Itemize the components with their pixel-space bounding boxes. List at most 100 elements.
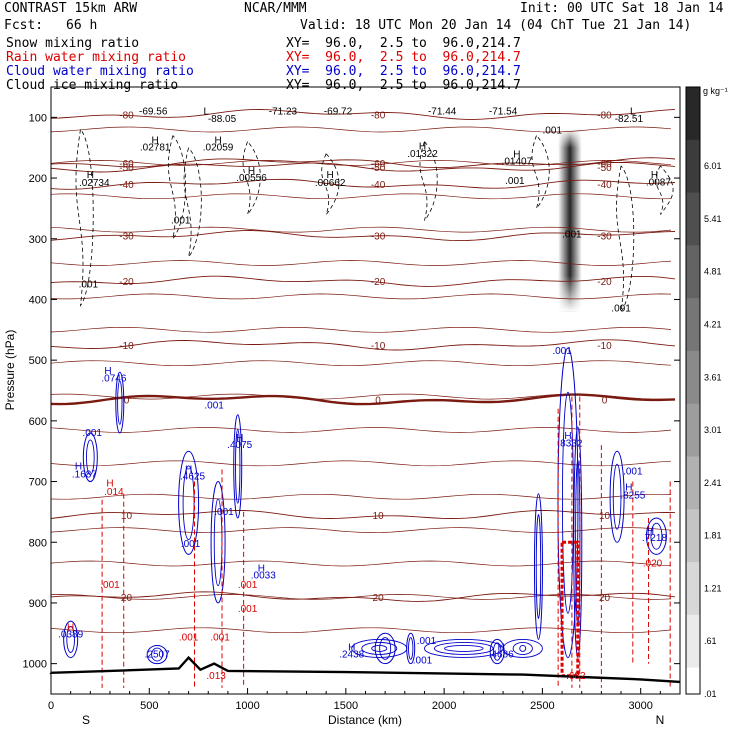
contour-annotation: .2507 (145, 650, 170, 661)
isotherm-line (50, 161, 676, 173)
isotherm-line (50, 230, 676, 242)
y-tick-label: 600 (29, 416, 47, 428)
isotherm-line (50, 510, 676, 519)
isotherm-label: -10 (371, 341, 386, 352)
isotherm-label: -30 (371, 232, 386, 243)
isotherm-line-minor (50, 527, 672, 533)
cloud-water-contour (178, 450, 200, 555)
isotherm-line (50, 157, 676, 169)
isotherm-label: -50 (597, 163, 612, 174)
y-tick-label: 900 (29, 598, 47, 610)
isotherm-line-minor (50, 560, 672, 567)
cloud-water-band (512, 642, 533, 655)
field-name-cloudice: Cloud ice mixing ratio (6, 78, 179, 93)
colorbar-label: 1.81 (704, 531, 722, 541)
isotherm-label: -10 (119, 341, 134, 352)
colorbar-swatch (686, 509, 700, 563)
y-tick-label: 700 (29, 477, 47, 489)
colorbar-label: 2.41 (704, 478, 722, 488)
x-tick-label: 1000 (235, 700, 259, 712)
colorbar-frame (685, 86, 701, 695)
extremum-marker: L (630, 106, 636, 117)
cloud-water-contour-inner (650, 522, 663, 550)
contour-annotation: .8255 (620, 491, 645, 502)
isotherm-label: 0 (602, 396, 608, 407)
cloud-water-band (351, 639, 408, 658)
cloud-ice-contour (616, 165, 635, 313)
isotherm-label: -80 (119, 110, 134, 121)
cloud-water-contour (210, 481, 226, 604)
colorbar-swatch (686, 403, 700, 457)
isotherm-line (50, 108, 676, 120)
y-tick-label: 300 (29, 234, 47, 246)
field-name-snow: Snow mixing ratio (6, 36, 140, 51)
cloud-water-contour (233, 414, 243, 519)
isotherm-label: -20 (597, 277, 612, 288)
contour-annotation: .00556 (236, 173, 267, 184)
contour-annotation: .02059 (203, 143, 234, 154)
y-axis-label: Pressure (hPa) (3, 330, 17, 411)
contour-annotation: .4686 (489, 650, 514, 661)
x-tick-label: 0 (48, 700, 54, 712)
y-tick-label: 400 (29, 294, 47, 306)
x-tick-label: 2000 (432, 700, 456, 712)
colorbar-label: 5.41 (704, 214, 722, 224)
isotherm-label: 0 (375, 396, 381, 407)
cloud-ice-contour (242, 141, 261, 215)
contour-annotation: .001 (611, 304, 631, 315)
isotherm-label: -60 (119, 159, 134, 170)
cloud-water-contour-inner (117, 380, 123, 425)
cloud-water-contour-inner (235, 429, 241, 504)
cloud-water-band (434, 642, 494, 655)
colorbar-label: 1.21 (704, 583, 722, 593)
contour-annotation: -69.72 (324, 106, 353, 117)
cloud-water-contour-inner (66, 625, 75, 653)
extremum-marker: H (651, 170, 658, 181)
isotherm-label: 20 (599, 593, 611, 604)
isotherm-label: -40 (119, 180, 134, 191)
contour-annotation: .001 (238, 604, 258, 615)
contour-annotation: .001 (417, 636, 437, 647)
contour-annotation: .001 (179, 633, 199, 644)
extremum-marker: H (348, 642, 355, 653)
plot-area: -80 -80 -80-60 -60 -60-50 -50 -50-40 -40 -40-30-… (23, 86, 681, 712)
fcst-label: Fcst: (4, 18, 44, 33)
contour-annotation: .001 (562, 230, 582, 241)
contour-annotation: .013 (206, 671, 226, 682)
isotherm-label: -10 (597, 341, 612, 352)
isotherm-label: -50 (371, 163, 386, 174)
contour-annotation: .0389 (58, 630, 83, 641)
cloud-water-contour-inner (612, 463, 622, 530)
contour-annotation: .7218 (642, 533, 667, 544)
isotherm-line-minor (50, 627, 672, 634)
colorbar-label: .01 (704, 689, 717, 699)
colorbar-swatch (686, 456, 700, 510)
contour-annotation: .001 (214, 507, 234, 518)
contour-annotation: .02734 (79, 178, 110, 189)
extremum-marker: H (87, 170, 94, 181)
field-name-rain: Rain water mixing ratio (6, 50, 187, 65)
isotherm-line-minor (50, 427, 672, 433)
snow-shading-fade (557, 129, 583, 312)
isotherm-line-minor (50, 293, 672, 300)
y-tick-label: 1000 (23, 659, 47, 671)
isotherm-label: -80 (371, 110, 386, 121)
cloud-ice-contour (531, 135, 550, 209)
y-tick-label: 200 (29, 173, 47, 185)
cloud-water-contour (115, 371, 125, 434)
colorbar-label: 3.61 (704, 372, 722, 382)
cloud-water-contour (533, 493, 543, 640)
x-axis-label: Distance (km) (328, 713, 402, 727)
extremum-marker: H (67, 622, 74, 633)
cloud-water-contour-inner (151, 647, 164, 662)
isotherm-label: -30 (597, 232, 612, 243)
contour-annotation: .001 (552, 346, 572, 357)
field-xy-cloudice: XY= 96.0, 2.5 to 96.0,214.7 (286, 78, 521, 93)
isotherm-label: 10 (121, 511, 133, 522)
y-tick-label: 500 (29, 355, 47, 367)
extremum-marker: H (647, 526, 654, 537)
cloud-water-contour-inner (408, 637, 414, 660)
contour-annotation: -71.44 (428, 106, 457, 117)
cloud-water-contour (82, 432, 98, 483)
